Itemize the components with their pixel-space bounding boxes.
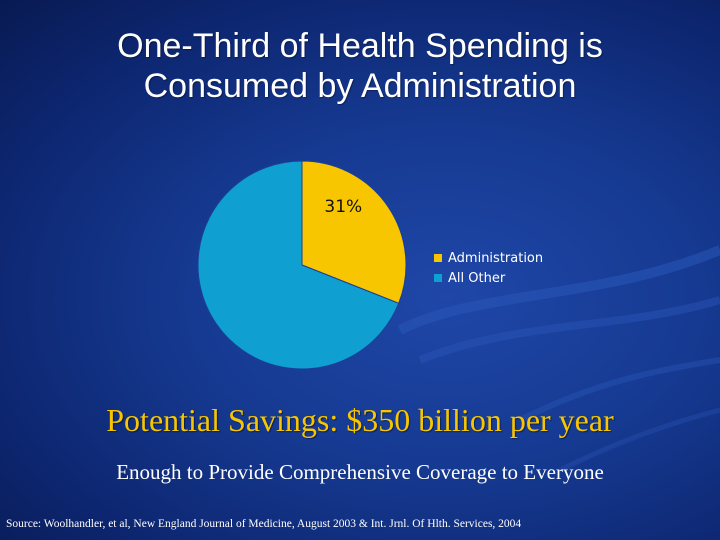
pie-slice-all-other <box>197 160 400 370</box>
coverage-tagline: Enough to Provide Comprehensive Coverage… <box>116 460 604 484</box>
title-line-1: One-Third of Health Spending is <box>117 27 603 65</box>
legend-swatch-administration <box>434 254 442 262</box>
legend-label-administration: Administration <box>448 250 544 266</box>
slide-title: One-Third of Health Spending is Consumed… <box>0 26 720 106</box>
chart-legend: Administration All Other <box>434 248 543 288</box>
legend-label-all-other: All Other <box>448 270 506 286</box>
legend-swatch-all-other <box>434 274 442 282</box>
savings-headline: Potential Savings: $350 billion per year <box>106 402 614 438</box>
pie-data-label-administration: 31% <box>324 197 362 217</box>
source-citation: Source: Woolhandler, et al, New England … <box>6 518 522 530</box>
legend-item-administration: Administration <box>434 248 543 268</box>
title-line-2: Consumed by Administration <box>143 67 577 105</box>
pie-slice-administration <box>301 160 407 304</box>
legend-item-all-other: All Other <box>434 268 543 288</box>
